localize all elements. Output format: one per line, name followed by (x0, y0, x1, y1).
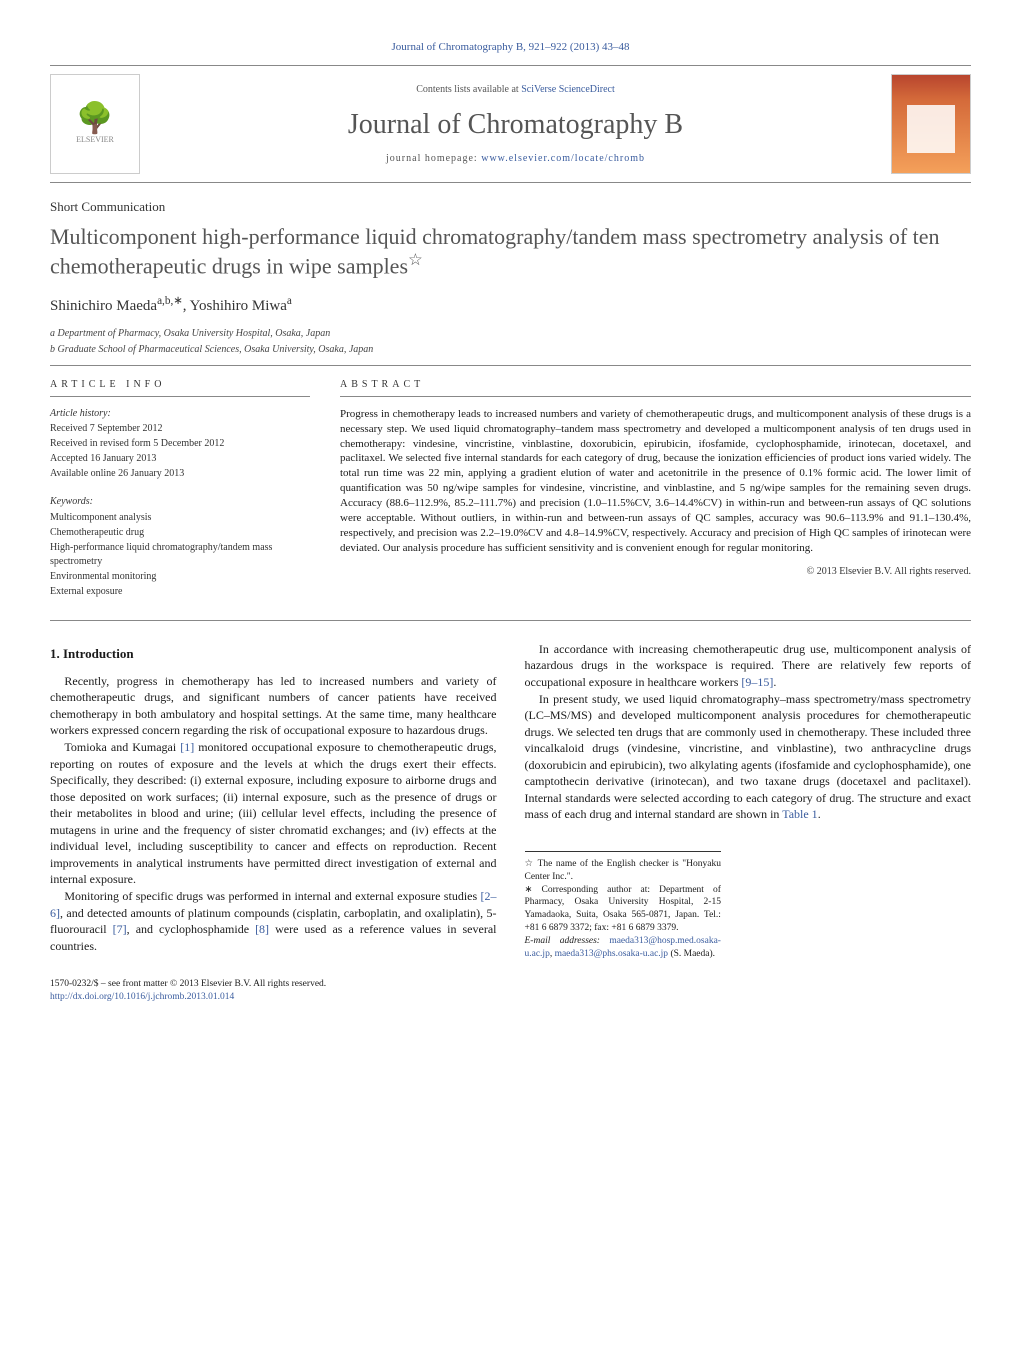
keyword: High-performance liquid chromatography/t… (50, 541, 310, 569)
elsevier-tree-icon: 🌳 (76, 104, 113, 134)
divider (50, 620, 971, 621)
journal-header: 🌳 ELSEVIER Contents lists available at S… (50, 65, 971, 183)
divider (50, 365, 971, 366)
table-link[interactable]: Table 1 (782, 807, 817, 821)
keyword: External exposure (50, 585, 310, 599)
body-paragraph: Recently, progress in chemotherapy has l… (50, 673, 497, 739)
front-matter-line: 1570-0232/$ – see front matter © 2013 El… (50, 978, 971, 990)
doi-link[interactable]: http://dx.doi.org/10.1016/j.jchromb.2013… (50, 992, 234, 1002)
footnote-star: ☆ The name of the English checker is "Ho… (525, 858, 721, 884)
journal-homepage-link[interactable]: www.elsevier.com/locate/chromb (481, 153, 645, 164)
citation-link[interactable]: [7] (113, 922, 127, 936)
journal-homepage-line: journal homepage: www.elsevier.com/locat… (140, 152, 891, 166)
history-accepted: Accepted 16 January 2013 (50, 452, 310, 466)
abstract-copyright: © 2013 Elsevier B.V. All rights reserved… (340, 565, 971, 579)
contents-prefix: Contents lists available at (416, 84, 521, 95)
abstract-text: Progress in chemotherapy leads to increa… (340, 407, 971, 555)
history-received: Received 7 September 2012 (50, 422, 310, 436)
doi-block: 1570-0232/$ – see front matter © 2013 El… (50, 978, 971, 1003)
affiliation-a: a Department of Pharmacy, Osaka Universi… (50, 327, 971, 341)
article-info-column: article info Article history: Received 7… (50, 378, 310, 600)
journal-title: Journal of Chromatography B (140, 105, 891, 144)
email-link-2[interactable]: maeda313@phs.osaka-u.ac.jp (555, 949, 668, 959)
publisher-logo: 🌳 ELSEVIER (50, 74, 140, 174)
citation-link[interactable]: [8] (255, 922, 269, 936)
body-paragraph: Tomioka and Kumagai [1] monitored occupa… (50, 739, 497, 888)
contents-available-line: Contents lists available at SciVerse Sci… (140, 83, 891, 97)
article-title: Multicomponent high-performance liquid c… (50, 223, 971, 280)
body-text: 1. Introduction Recently, progress in ch… (50, 641, 971, 961)
journal-cover-thumbnail (891, 74, 971, 174)
article-title-text: Multicomponent high-performance liquid c… (50, 224, 940, 279)
history-header: Article history: (50, 407, 310, 421)
citation-link[interactable]: [1] (180, 740, 194, 754)
citation-link[interactable]: [9–15] (741, 675, 773, 689)
journal-reference: Journal of Chromatography B, 921–922 (20… (50, 40, 971, 55)
history-online: Available online 26 January 2013 (50, 467, 310, 481)
history-revised: Received in revised form 5 December 2012 (50, 437, 310, 451)
email-label: E-mail addresses: (525, 936, 610, 946)
citation-link[interactable]: [2–6] (50, 889, 497, 920)
footnotes: ☆ The name of the English checker is "Ho… (525, 851, 721, 961)
keyword: Chemotherapeutic drug (50, 526, 310, 540)
body-paragraph: In present study, we used liquid chromat… (525, 691, 972, 823)
keywords-block: Keywords: Multicomponent analysis Chemot… (50, 495, 310, 599)
intro-heading: 1. Introduction (50, 645, 497, 663)
article-history: Article history: Received 7 September 20… (50, 407, 310, 481)
keyword: Environmental monitoring (50, 570, 310, 584)
article-info-label: article info (50, 378, 310, 397)
footnote-corresponding: ∗ Corresponding author at: Department of… (525, 884, 721, 935)
abstract-column: abstract Progress in chemotherapy leads … (340, 378, 971, 600)
publisher-name: ELSEVIER (76, 134, 114, 145)
affiliations: a Department of Pharmacy, Osaka Universi… (50, 327, 971, 357)
body-paragraph: Monitoring of specific drugs was perform… (50, 888, 497, 954)
body-paragraph: In accordance with increasing chemothera… (525, 641, 972, 691)
article-type: Short Communication (50, 198, 971, 216)
keywords-header: Keywords: (50, 495, 310, 509)
authors: Shinichiro Maedaa,b,∗, Yoshihiro Miwaa (50, 294, 971, 317)
keyword: Multicomponent analysis (50, 511, 310, 525)
email-suffix: (S. Maeda). (668, 949, 715, 959)
header-center: Contents lists available at SciVerse Sci… (140, 83, 891, 166)
title-footnote-marker: ☆ (408, 250, 423, 269)
abstract-label: abstract (340, 378, 971, 397)
homepage-prefix: journal homepage: (386, 153, 481, 164)
affiliation-b: b Graduate School of Pharmaceutical Scie… (50, 343, 971, 357)
sciencedirect-link[interactable]: SciVerse ScienceDirect (521, 84, 615, 95)
footnote-emails: E-mail addresses: maeda313@hosp.med.osak… (525, 935, 721, 961)
info-abstract-row: article info Article history: Received 7… (50, 378, 971, 600)
